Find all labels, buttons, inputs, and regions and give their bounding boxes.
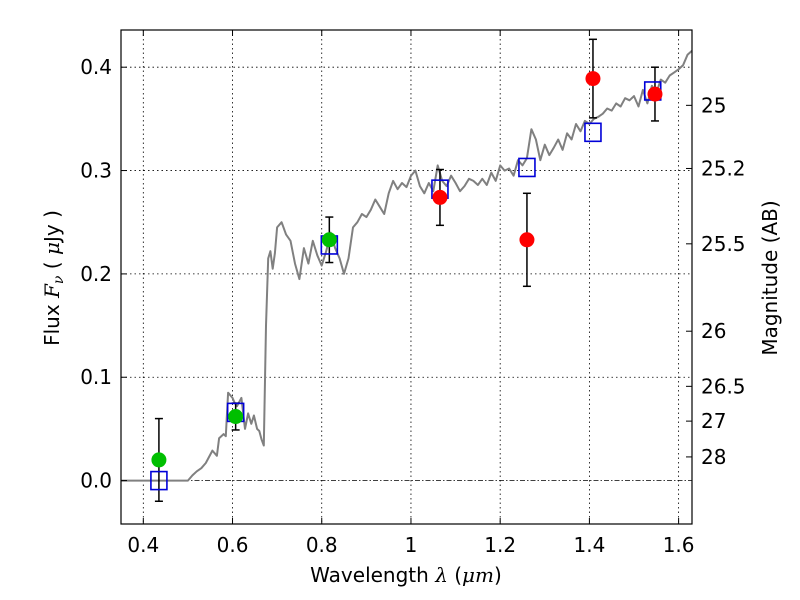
- x-tick-label: 1.2: [484, 533, 516, 557]
- x-tick-label: 1.4: [573, 533, 605, 557]
- plot-frame: [120, 29, 693, 525]
- green-data-point: [151, 452, 167, 468]
- magnitude-axis-label: Magnitude (AB): [758, 200, 782, 355]
- y-tick-label: 0.0: [80, 469, 112, 493]
- x-tick-label: 0.4: [127, 533, 159, 557]
- magnitude-tick-label: 28: [701, 445, 726, 469]
- grid-lines: [121, 30, 692, 524]
- y-axis-label: Flux Fν ( μJy ): [40, 210, 67, 346]
- y-tick-label: 0.4: [80, 55, 112, 79]
- errorbar-layer: [154, 38, 659, 503]
- x-axis-label: Wavelength λ (μm): [310, 563, 502, 587]
- model-square-point: [584, 122, 602, 143]
- x-tick-label: 1.6: [663, 533, 695, 557]
- red-data-point: [432, 189, 448, 205]
- magnitude-tick-label: 26: [701, 319, 726, 343]
- magnitude-tick-label: 25.5: [701, 232, 746, 256]
- marker-layer: [150, 71, 663, 491]
- y-tick-label: 0.1: [80, 365, 112, 389]
- magnitude-tick-label: 27: [701, 409, 726, 433]
- green-data-point: [321, 232, 337, 248]
- magnitude-tick-label: 26.5: [701, 374, 746, 398]
- y-tick-label: 0.3: [80, 159, 112, 183]
- model-spectrum-line: [121, 49, 693, 482]
- magnitude-tick-label: 25: [701, 93, 726, 117]
- model-square-point: [150, 470, 168, 491]
- red-data-point: [647, 86, 663, 102]
- model-square-point: [518, 157, 536, 178]
- model-spectrum-layer: [121, 49, 693, 482]
- y-tick-label: 0.2: [80, 262, 112, 286]
- magnitude-tick-label: 25.2: [701, 156, 746, 180]
- axis-ticks: 0.4 0.6 0.8 1 1.2 1.4 1.6 0.0 0.1 0.2 0.3 0.4 25 25.2…: [80, 30, 746, 557]
- x-tick-label: 1: [405, 533, 418, 557]
- red-data-point: [519, 232, 535, 248]
- red-data-point: [585, 71, 601, 87]
- x-tick-label: 0.6: [217, 533, 249, 557]
- green-data-point: [228, 409, 244, 425]
- x-tick-label: 0.8: [306, 533, 338, 557]
